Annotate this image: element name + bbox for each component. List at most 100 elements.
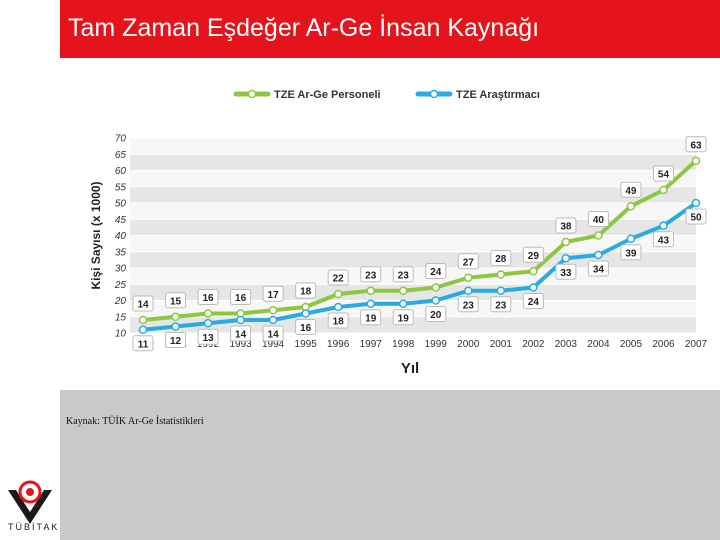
data-label-box: [360, 309, 382, 326]
data-label: 16: [202, 293, 214, 304]
data-label-box: [457, 296, 479, 313]
data-point: [333, 302, 343, 312]
data-label: 28: [495, 254, 507, 265]
data-label: 12: [170, 336, 182, 347]
data-label: 14: [137, 300, 149, 311]
grid-band: [130, 138, 696, 155]
chart-panel: 1015202530354045505560657019901991199219…: [60, 58, 720, 390]
data-label-box: [652, 165, 674, 182]
data-label: 19: [398, 313, 410, 324]
x-tick-label: 2002: [522, 339, 545, 350]
x-tick-label: 1995: [295, 339, 318, 350]
x-tick-label: 2000: [457, 339, 480, 350]
grid-band: [130, 186, 696, 203]
data-label: 16: [235, 293, 247, 304]
data-label: 40: [593, 215, 605, 226]
data-label: 16: [300, 323, 312, 334]
data-label: 54: [658, 170, 670, 181]
data-point: [594, 250, 603, 260]
data-point: [626, 202, 636, 211]
x-tick-label: 1999: [425, 339, 448, 350]
data-point: [691, 198, 701, 208]
data-label: 23: [463, 300, 475, 311]
x-tick-label: 2006: [652, 339, 675, 350]
data-label-box: [262, 285, 284, 302]
data-label-box: [327, 269, 349, 286]
data-point: [171, 322, 180, 331]
data-label: 43: [658, 235, 670, 246]
data-label: 22: [333, 274, 345, 285]
y-tick-label: 30: [115, 264, 127, 275]
grid-band: [130, 219, 696, 236]
data-label-box: [555, 263, 577, 280]
series-line-0: [142, 159, 698, 322]
grid-band: [130, 203, 696, 220]
data-point: [138, 315, 148, 325]
tubitak-logo: [8, 480, 52, 524]
data-point: [333, 289, 343, 299]
data-point: [594, 231, 603, 240]
x-tick-label: 1998: [392, 339, 415, 350]
data-point: [529, 283, 538, 292]
data-point: [464, 286, 473, 295]
data-label-box: [555, 217, 577, 234]
y-tick-label: 65: [115, 150, 127, 161]
data-label: 29: [528, 251, 540, 262]
y-tick-label: 70: [115, 134, 127, 145]
data-label: 63: [690, 140, 702, 151]
data-label-box: [490, 296, 512, 313]
grid-band: [130, 251, 696, 268]
data-label-box: [652, 231, 674, 248]
data-label-box: [230, 289, 252, 305]
data-label-box: [230, 325, 252, 342]
grid-band: [130, 154, 696, 171]
data-label-box: [295, 319, 317, 335]
data-point: [268, 306, 278, 315]
data-label-box: [425, 263, 447, 279]
data-label: 38: [560, 222, 572, 233]
data-point: [236, 315, 245, 325]
data-label: 19: [365, 313, 377, 324]
data-label-box: [132, 295, 154, 312]
data-point: [561, 237, 571, 247]
data-point: [561, 254, 571, 263]
x-tick-label: 1996: [327, 339, 350, 350]
data-label: 11: [138, 339, 149, 350]
data-point: [398, 299, 408, 308]
data-label-box: [425, 306, 447, 322]
x-tick-label: 2004: [587, 339, 610, 350]
x-tick-label: 1997: [360, 339, 383, 350]
y-tick-label: 15: [115, 312, 127, 323]
data-point: [171, 312, 180, 321]
y-axis-title: Kişi Sayısı (x 1000): [89, 181, 103, 289]
data-label-box: [165, 332, 187, 348]
data-label-box: [685, 208, 707, 225]
y-tick-label: 25: [114, 280, 127, 291]
data-label-box: [197, 289, 219, 305]
data-point: [691, 156, 701, 165]
data-point: [496, 286, 506, 295]
slide-title: Tam Zaman Eşdeğer Ar-Ge İnsan Kaynağı: [68, 14, 540, 42]
x-tick-label: 2001: [490, 339, 513, 350]
grid-band: [130, 170, 696, 187]
data-label-box: [165, 292, 187, 309]
data-point: [203, 309, 213, 318]
data-label: 13: [202, 333, 214, 344]
y-tick-label: 35: [115, 247, 127, 258]
data-label: 49: [625, 186, 637, 197]
legend-marker: [429, 89, 439, 99]
data-label-box: [132, 335, 154, 352]
data-label-box: [197, 328, 219, 345]
data-point: [464, 273, 473, 282]
data-point: [366, 299, 375, 308]
grid-band: [130, 235, 696, 252]
data-label-box: [587, 211, 609, 227]
data-point: [268, 315, 278, 325]
data-label: 18: [333, 317, 345, 328]
y-tick-label: 50: [115, 199, 127, 210]
data-label: 23: [495, 300, 507, 311]
data-point: [203, 319, 213, 328]
y-tick-label: 60: [115, 166, 127, 177]
x-tick-label: 1994: [262, 339, 285, 350]
data-label: 17: [268, 290, 280, 301]
